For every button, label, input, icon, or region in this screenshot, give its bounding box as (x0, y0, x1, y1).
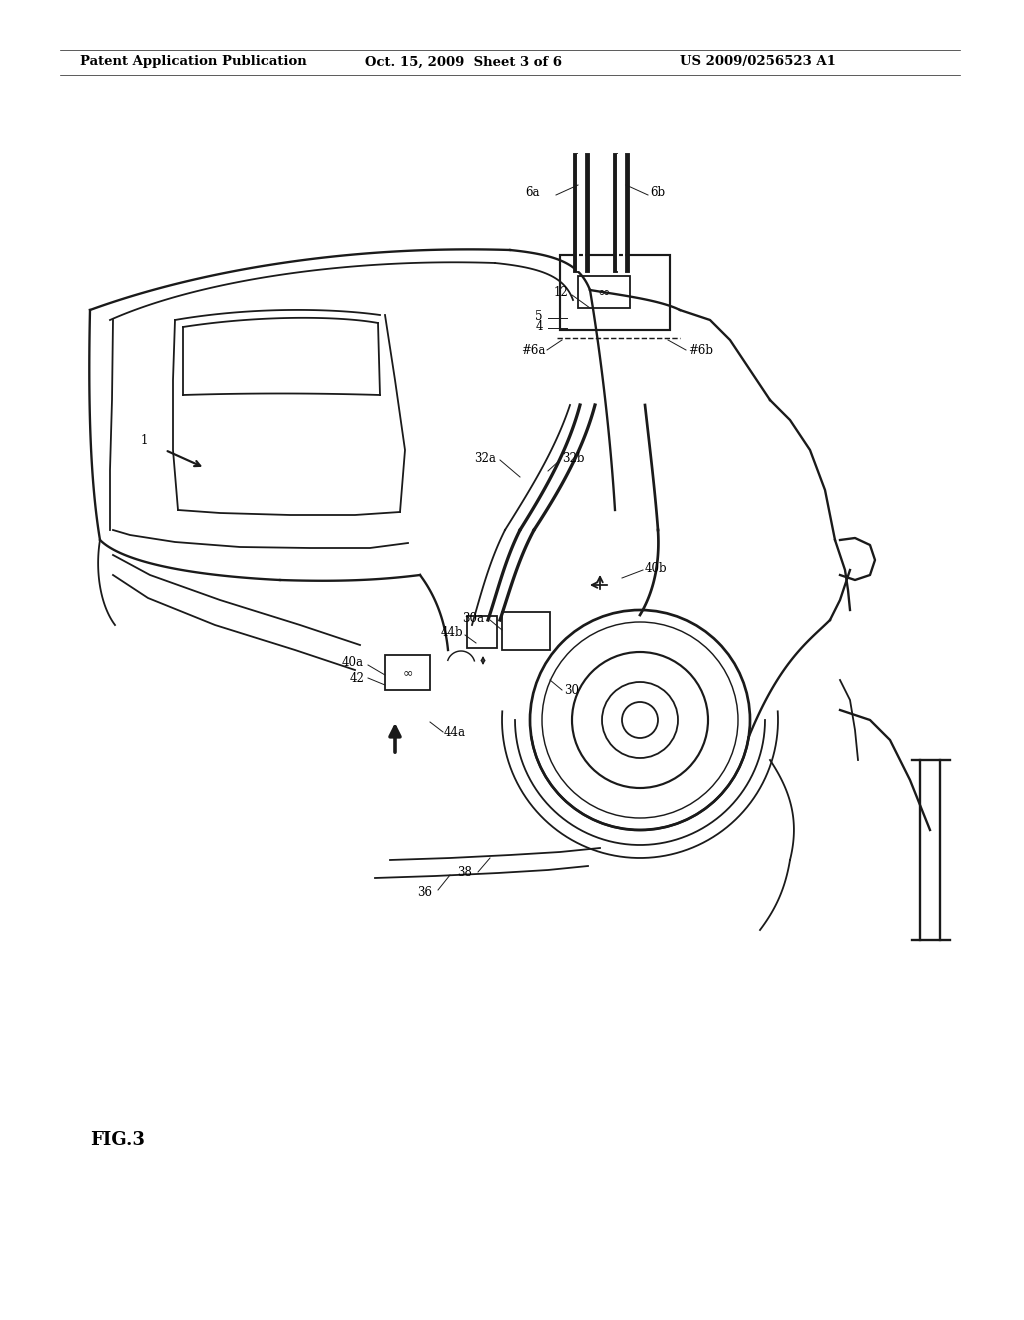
Text: FIG.3: FIG.3 (90, 1131, 144, 1148)
Text: #6a: #6a (520, 343, 545, 356)
Text: 1: 1 (140, 433, 148, 446)
Text: ∞: ∞ (402, 667, 413, 678)
Bar (560, 255, 670, 330)
Text: 36: 36 (417, 886, 432, 899)
Text: #6b: #6b (688, 343, 713, 356)
Text: 32a: 32a (474, 451, 496, 465)
Bar (578, 276, 630, 308)
Text: 42: 42 (349, 672, 364, 685)
Text: 4: 4 (536, 319, 543, 333)
Text: 12: 12 (553, 285, 568, 298)
Text: Patent Application Publication: Patent Application Publication (80, 55, 307, 69)
Bar (467, 616, 497, 648)
Text: ∞: ∞ (598, 285, 610, 300)
Text: 6a: 6a (525, 186, 540, 199)
Text: 32b: 32b (562, 451, 585, 465)
Text: 44a: 44a (444, 726, 466, 738)
Text: 38: 38 (457, 866, 472, 879)
Bar (502, 612, 550, 649)
Text: 5: 5 (536, 309, 543, 322)
Text: US 2009/0256523 A1: US 2009/0256523 A1 (680, 55, 836, 69)
Text: 30: 30 (564, 684, 579, 697)
Text: 40b: 40b (645, 561, 668, 574)
Text: 44b: 44b (440, 627, 463, 639)
Text: 40a: 40a (342, 656, 364, 669)
Text: Oct. 15, 2009  Sheet 3 of 6: Oct. 15, 2009 Sheet 3 of 6 (365, 55, 562, 69)
Text: 30a: 30a (462, 611, 484, 624)
Bar (385, 655, 430, 690)
Text: 6b: 6b (650, 186, 666, 199)
